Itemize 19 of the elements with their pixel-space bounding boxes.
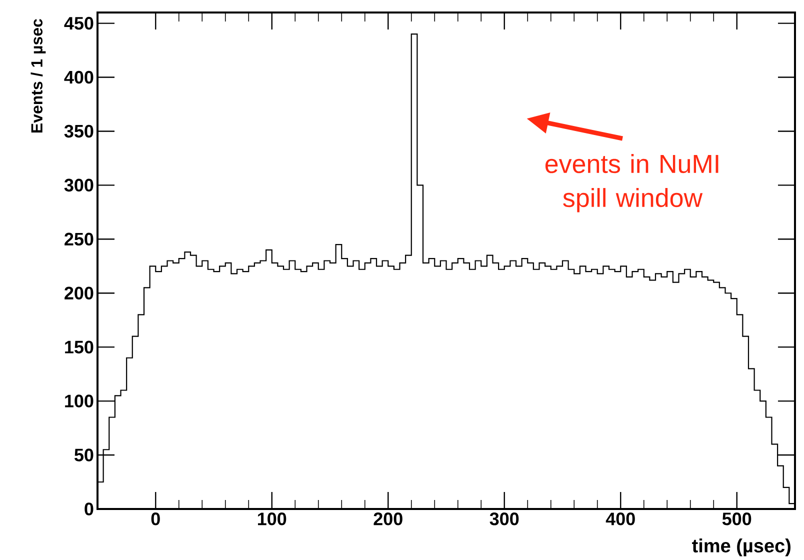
x-tick-label: 500 [722,512,752,526]
x-tick-label: 300 [490,512,519,526]
annotation: events in NuMI spill window [545,154,718,212]
y-tick-label: 50 [74,448,94,462]
y-tick-label: 0 [84,502,94,516]
x-axis-title: time (µsec) [692,538,790,556]
x-tick-label: 100 [258,512,286,526]
y-tick-label: 200 [64,286,94,300]
y-tick-label: 100 [65,394,94,408]
y-axis-title: Events / 1 µsec [30,19,46,133]
y-tick-label: 250 [64,232,94,246]
y-tick-label: 400 [64,70,94,84]
y-tick-label: 150 [65,340,94,354]
y-tick-label: 450 [64,16,94,30]
x-tick-label: 400 [606,512,635,526]
x-tick-label: 200 [374,512,402,526]
y-tick-label: 300 [64,178,94,192]
y-tick-label: 350 [64,124,94,138]
x-tick-label: 0 [151,512,160,526]
